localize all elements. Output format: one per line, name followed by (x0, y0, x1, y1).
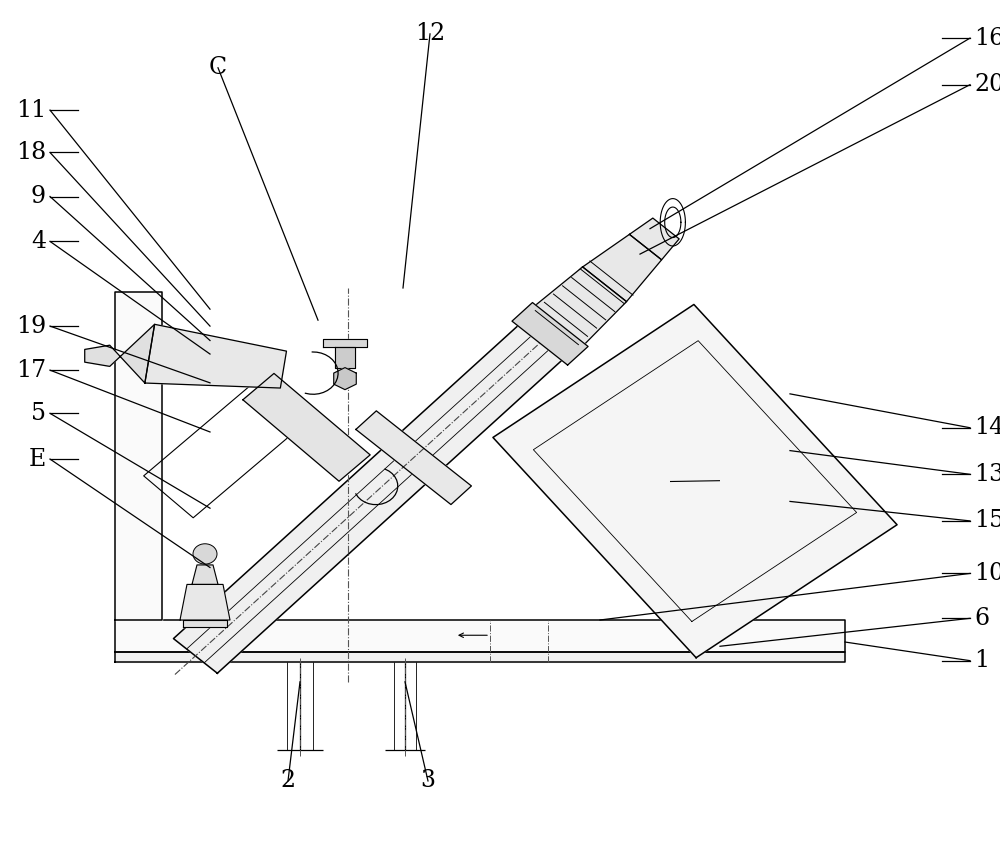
Polygon shape (173, 267, 627, 673)
Polygon shape (115, 620, 845, 652)
Text: 19: 19 (16, 314, 46, 338)
Text: 5: 5 (31, 401, 46, 425)
Text: 9: 9 (31, 185, 46, 208)
Polygon shape (512, 302, 588, 365)
Polygon shape (323, 339, 367, 347)
Text: 2: 2 (280, 769, 296, 793)
Text: C: C (209, 56, 227, 80)
Polygon shape (356, 411, 471, 505)
Polygon shape (183, 620, 227, 627)
Text: 15: 15 (974, 509, 1000, 533)
Text: 3: 3 (420, 769, 436, 793)
Text: 11: 11 (16, 98, 46, 122)
Polygon shape (145, 324, 286, 388)
Polygon shape (335, 347, 355, 368)
Polygon shape (115, 652, 845, 662)
Polygon shape (192, 565, 218, 584)
Text: 13: 13 (974, 462, 1000, 486)
Text: 16: 16 (974, 26, 1000, 50)
Text: 18: 18 (16, 141, 46, 164)
Circle shape (193, 544, 217, 564)
Polygon shape (518, 267, 627, 360)
Polygon shape (180, 584, 230, 620)
Text: 12: 12 (415, 22, 445, 46)
Text: 17: 17 (16, 358, 46, 382)
Polygon shape (85, 324, 155, 383)
Text: 14: 14 (974, 416, 1000, 440)
Polygon shape (629, 218, 679, 260)
Text: 4: 4 (31, 230, 46, 253)
Text: 6: 6 (974, 606, 989, 630)
Text: 1: 1 (974, 649, 989, 673)
Polygon shape (243, 374, 370, 481)
Polygon shape (583, 235, 662, 302)
Text: 10: 10 (974, 562, 1000, 585)
Text: 20: 20 (974, 73, 1000, 97)
Polygon shape (493, 304, 897, 658)
Polygon shape (115, 292, 162, 620)
Polygon shape (334, 368, 356, 390)
Text: E: E (29, 447, 46, 471)
